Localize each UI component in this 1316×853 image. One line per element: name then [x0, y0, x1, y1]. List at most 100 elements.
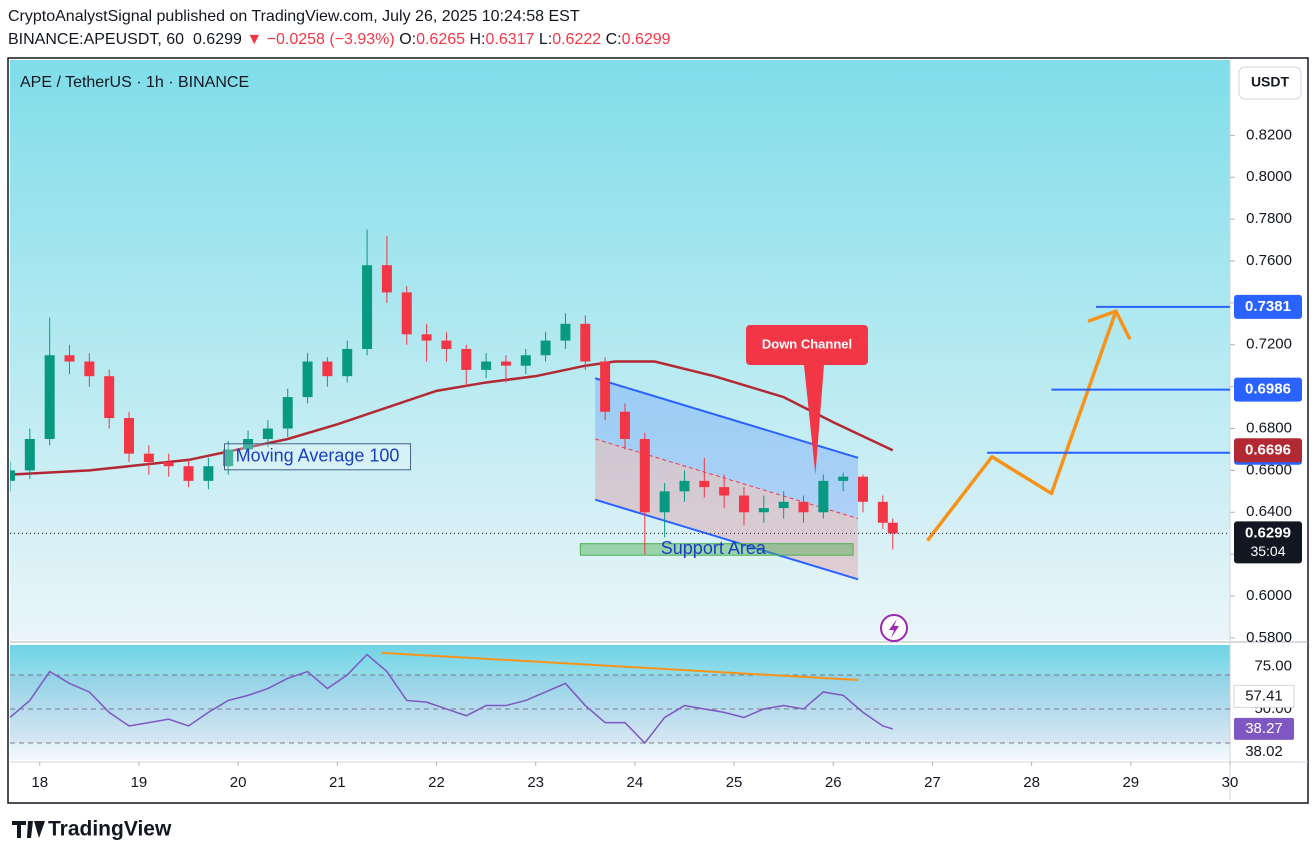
alert-icon: [880, 614, 908, 642]
candle-body: [243, 438, 254, 450]
y-tick-label: 0.6400: [1246, 503, 1292, 520]
candle-body: [183, 466, 194, 481]
channel-lower-fill: [595, 438, 859, 580]
candle-body: [719, 487, 730, 496]
logo-mark: [12, 821, 45, 838]
y-tick-label: 0.6200: [1246, 545, 1292, 562]
ohlc-value: 0.6222: [552, 31, 602, 48]
ohlc-label: H:: [469, 31, 486, 48]
candle-body: [163, 462, 174, 467]
candle-body: [838, 476, 849, 481]
last-label: 0.6299: [1245, 524, 1291, 541]
candle-body: [659, 491, 670, 513]
publish-line: CryptoAnalystSignal published on Trading…: [8, 8, 580, 25]
candle-body: [600, 361, 611, 412]
x-tick-label: 24: [627, 774, 644, 791]
rsi-ma-label: 57.41: [1245, 687, 1283, 704]
y-tick-label: 0.6800: [1246, 419, 1292, 436]
channel-lower: [594, 498, 859, 581]
candle-body: [540, 340, 551, 356]
candle-body: [738, 495, 749, 513]
level-label: 0.6986: [1245, 381, 1291, 398]
ohlc-label: L:: [538, 31, 553, 48]
candle-body: [818, 480, 829, 513]
x-tick-label: 19: [131, 774, 148, 791]
x-tick-label: 30: [1222, 774, 1239, 791]
candle-body: [302, 361, 313, 398]
candle-body: [203, 466, 214, 481]
ohlc-label: C:: [605, 31, 622, 48]
ma-badge: [1234, 438, 1302, 463]
y-tick-label: 0.8000: [1246, 168, 1292, 185]
candle-body: [699, 480, 710, 488]
support-area: [579, 543, 854, 556]
x-tick-label: 29: [1122, 774, 1139, 791]
projection-head: [1087, 309, 1132, 341]
y-tick-label: 0.7600: [1246, 252, 1292, 269]
rsi-low-label: 38.02: [1245, 743, 1283, 760]
candle-body: [461, 348, 472, 370]
currency: USDT: [1251, 74, 1290, 90]
candle-body: [520, 355, 531, 366]
level-label: 0.6684: [1245, 444, 1292, 461]
candle-body: [223, 449, 234, 467]
candle-body: [560, 323, 571, 341]
candle-body: [104, 376, 115, 419]
candle-body: [500, 361, 511, 366]
x-tick-label: 26: [825, 774, 842, 791]
candle-body: [619, 411, 630, 439]
channel-upper: [594, 377, 859, 459]
x-tick-label: 20: [230, 774, 247, 791]
frame: [7, 57, 1309, 804]
y-tick-label: 0.7400: [1246, 294, 1292, 311]
candle-body: [401, 292, 412, 335]
rsi-tick-label: 75.00: [1254, 657, 1292, 674]
y-tick-label: 0.7800: [1246, 210, 1292, 227]
x-tick-label: 21: [329, 774, 346, 791]
x-tick-label: 27: [924, 774, 941, 791]
y-tick-label: 0.7200: [1246, 336, 1292, 353]
candle-body: [421, 334, 432, 341]
level-badge: [1234, 440, 1302, 465]
y-tick-label: 0.6000: [1246, 587, 1292, 604]
candle-body: [798, 501, 809, 513]
rsi-band-fill: [10, 674, 1230, 743]
candle-body: [124, 418, 135, 454]
candle-body: [858, 476, 869, 502]
candle-body: [84, 361, 95, 377]
ohlc-value: 0.6317: [485, 31, 535, 48]
ohlc-label: O:: [399, 31, 417, 48]
rsi-pane: [10, 645, 1230, 760]
x-tick-label: 23: [527, 774, 544, 791]
candle-body: [44, 355, 55, 439]
candle-body: [887, 522, 898, 534]
y-tick-label: 0.8200: [1246, 126, 1292, 143]
candle-body: [342, 348, 353, 377]
candle-body: [481, 361, 492, 370]
ohlc: O:0.6265 H:0.6317 L:0.6222 C:0.6299: [399, 31, 670, 48]
level-badge: [1234, 294, 1302, 319]
last: 0.6299: [192, 31, 242, 48]
ma-label-text: Moving Average 100: [236, 446, 400, 466]
candle-body: [143, 453, 154, 463]
candle-body: [64, 355, 75, 362]
channel-upper-fill: [595, 378, 859, 519]
rsi-badge: [1234, 717, 1294, 740]
price-pane: [10, 60, 1230, 640]
channel-mid: [595, 438, 859, 520]
candle-body: [758, 508, 769, 513]
ohlc-value: 0.6299: [621, 31, 671, 48]
y-tick-label: 0.6600: [1246, 461, 1292, 478]
level-label: 0.7381: [1245, 298, 1291, 315]
x-tick-label: 25: [726, 774, 743, 791]
moving-average: [10, 360, 894, 476]
level-badge: [1234, 377, 1302, 402]
plot: [10, 229, 1132, 581]
candle-body: [24, 438, 35, 471]
rsi-ma-badge: [1233, 684, 1295, 708]
change: −0.0258 (−3.93%): [266, 31, 395, 48]
candle-body: [322, 361, 333, 377]
ma-label: 0.6696: [1245, 441, 1291, 458]
